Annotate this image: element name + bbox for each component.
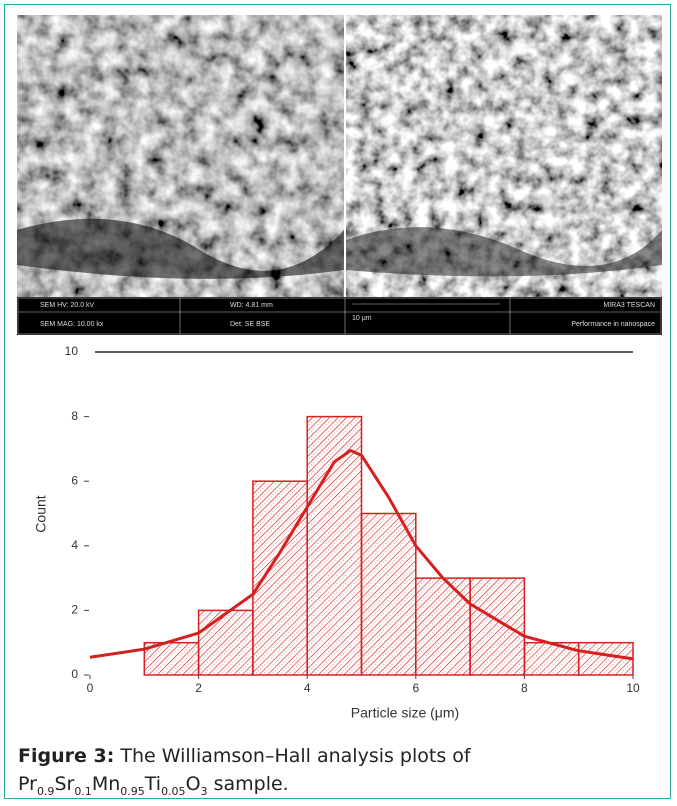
sem-info: Det: SE BSE <box>230 321 270 328</box>
figure-caption: Figure 3: The Williamson–Hall analysis p… <box>18 742 471 806</box>
y-tick-label: 0 <box>71 667 78 681</box>
x-tick-label: 10 <box>626 681 640 695</box>
sem-info: Performance in nanospace <box>571 321 655 328</box>
histogram-bar <box>360 512 417 676</box>
histogram-bar <box>143 641 200 676</box>
y-tick-label: 2 <box>71 603 78 617</box>
formula-element: Ti <box>144 773 162 795</box>
formula-subscript: 0.9 <box>36 784 55 798</box>
y-axis-label: Count <box>33 495 49 532</box>
histogram-bar <box>306 415 363 676</box>
sem-info: SEM MAG: 10.00 kx <box>40 321 104 328</box>
y-tick-label: 4 <box>71 538 78 552</box>
formula-subscript: 0.95 <box>120 784 145 798</box>
y-tick-label: 6 <box>71 473 78 487</box>
x-axis-label: Particle size (μm) <box>351 705 459 721</box>
histogram-bar <box>197 609 254 676</box>
x-tick-label: 8 <box>521 681 528 695</box>
x-tick-label: 2 <box>195 681 202 695</box>
histogram-bar <box>252 480 308 676</box>
formula-subscript: 3 <box>200 784 208 798</box>
sem-shadow <box>17 218 344 279</box>
formula-element: Pr <box>18 773 37 795</box>
formula-element: Sr <box>54 773 75 795</box>
figure-frame <box>4 4 671 799</box>
caption-text: The Williamson–Hall analysis plots of <box>120 745 471 767</box>
formula-element: Mn <box>91 773 121 795</box>
formula-element: O <box>185 773 201 795</box>
sem-info: SEM HV: 20.0 kV <box>40 302 95 309</box>
y-tick-label: 8 <box>71 409 78 423</box>
y-tick-label: 10 <box>65 344 79 358</box>
fit-curve <box>89 449 634 661</box>
sem-info: WD: 4.81 mm <box>230 302 273 309</box>
x-tick-label: 6 <box>412 681 419 695</box>
x-tick-label: 0 <box>87 681 94 695</box>
sem-info: MIRA3 TESCAN <box>603 302 655 309</box>
histogram-bar <box>469 577 526 676</box>
formula-subscript: 0.1 <box>74 784 92 798</box>
histogram-chart: Particle size (μm) Count 0 2 4 6 8 10 0 2 4 6 8 10 <box>33 344 640 721</box>
histogram-bar <box>415 577 471 676</box>
caption-suffix: sample. <box>213 773 289 795</box>
formula-subscript: 0.05 <box>161 784 186 798</box>
figure: SEM HV: 20.0 kV SEM MAG: 10.00 kx WD: 4.… <box>17 15 662 721</box>
info-border <box>17 297 662 335</box>
sem-scale-label: 10 μm <box>352 315 372 322</box>
caption-label: Figure 3: <box>18 745 115 767</box>
x-tick-label: 4 <box>304 681 311 695</box>
sem-shadow <box>346 227 662 277</box>
sem-image: SEM HV: 20.0 kV SEM MAG: 10.00 kx WD: 4.… <box>17 15 662 335</box>
formula: Pr0.9Sr0.1Mn0.95Ti0.05O3 <box>18 773 208 798</box>
sem-info-bar <box>17 297 662 335</box>
